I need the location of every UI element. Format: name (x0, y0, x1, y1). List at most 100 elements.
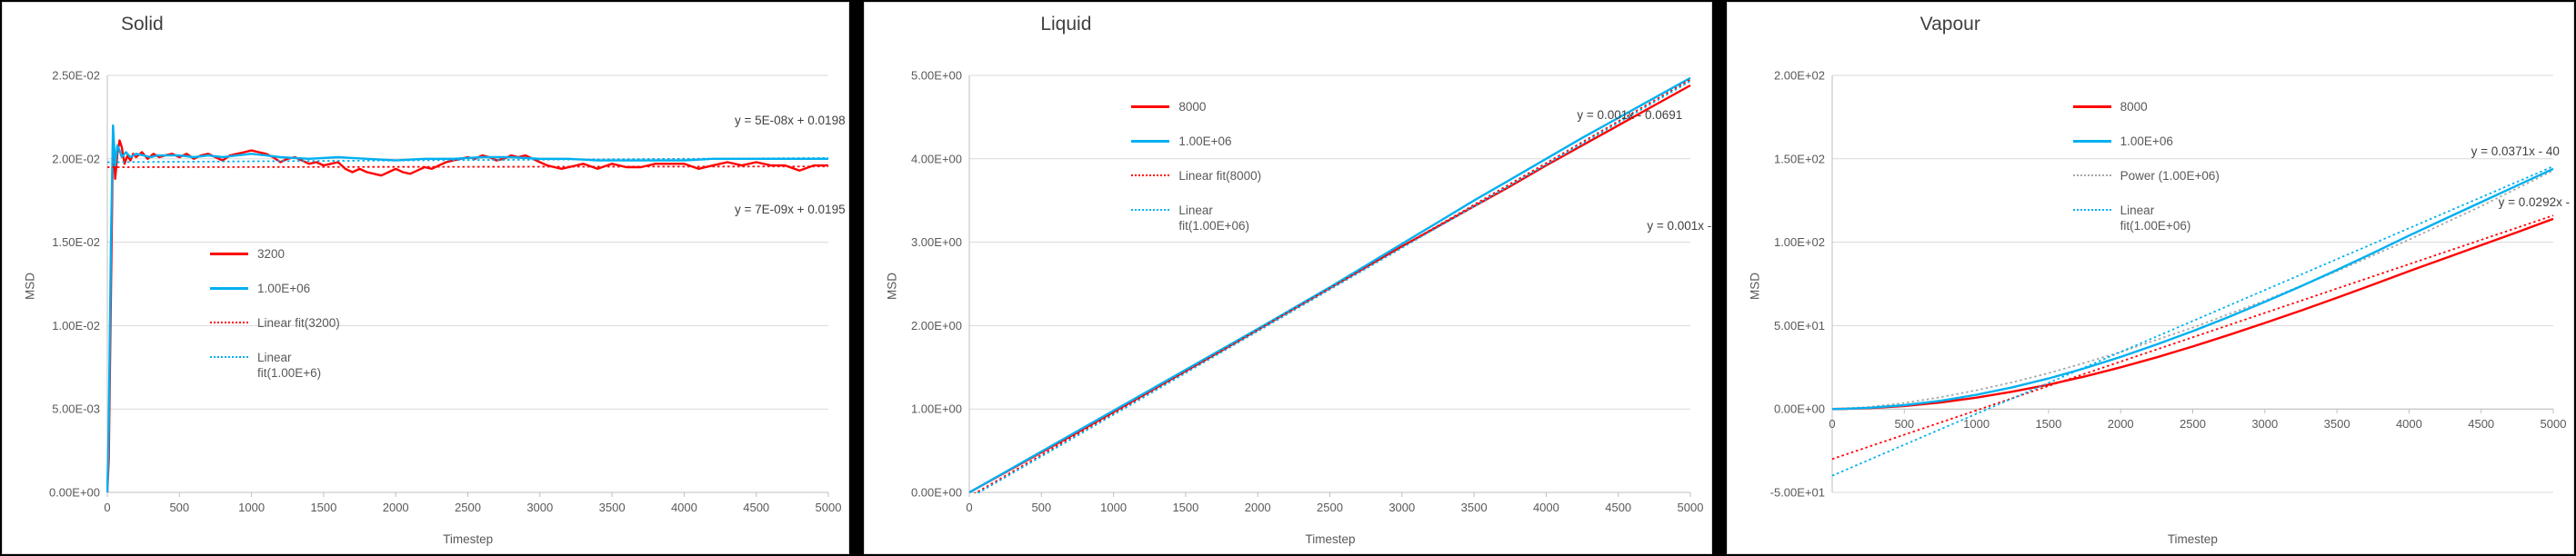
legend-line-sample (210, 287, 248, 290)
legend-item[interactable]: 1.00E+06 (1131, 134, 1261, 149)
y-tick-label: 2.00E+02 (1774, 69, 1825, 83)
legend-label: Linear fit(1.00E+06) (2120, 204, 2191, 233)
x-tick-label: 500 (169, 501, 189, 514)
series-linear-fit-8000-[interactable] (1831, 214, 2553, 461)
y-tick-label: 3.00E+00 (911, 235, 962, 249)
legend-item[interactable]: 1.00E+06 (2072, 134, 2220, 149)
x-tick-label: 4000 (1533, 501, 1559, 514)
x-tick-label: 0 (967, 501, 973, 514)
x-tick-label: 3000 (1389, 501, 1416, 514)
trendline-equation[interactable]: y = 0.0371x - 40 (2471, 144, 2560, 158)
chart-title-vapour: Vapour (1919, 14, 1980, 35)
series-1-00e-06[interactable] (1831, 167, 2554, 411)
x-tick-label: 2000 (1245, 501, 1271, 514)
chart-canvas-solid: 0.00E+00 5.00E-03 1.00E-02 1.50E-02 2.00E-02… (49, 69, 841, 515)
y-tick-label: 1.50E-02 (52, 235, 100, 249)
trendline-equation[interactable]: y = 7E-09x + 0.0195 (735, 203, 846, 216)
series-linear-fit-1-00e-6-[interactable] (106, 157, 829, 164)
x-tick-label: 2500 (1317, 501, 1343, 514)
chart-canvas-vapour: -5.00E+01 0.00E+00 5.00E+01 1.00E+02 1.50E+0… (1769, 69, 2566, 500)
trendline-equation[interactable]: y = 0.001x - 0.0691 (1577, 108, 1683, 122)
x-tick-label: 1000 (1100, 501, 1127, 514)
legend: 8000 1.00E+06 Linear fit(8000) Linear fit(1.… (1131, 99, 1261, 253)
series-power-1-00e-06-[interactable] (1831, 169, 2554, 411)
legend-dotted-line-sample (1131, 209, 1170, 211)
y-tick-label: 0.00E+00 (911, 486, 962, 500)
x-tick-label: 2000 (2107, 417, 2133, 431)
y-tick-label: 0.00E+00 (49, 486, 100, 500)
x-tick-label: 0 (104, 501, 110, 514)
legend-item[interactable]: Linear fit(1.00E+06) (1131, 203, 1261, 233)
x-tick-label: 4500 (743, 501, 769, 514)
x-tick-label: 500 (1894, 417, 1914, 431)
x-tick-label: 0 (1829, 417, 1835, 431)
chart-canvas-liquid: 0.00E+00 1.00E+00 2.00E+00 3.00E+00 4.00E+00… (911, 69, 1704, 515)
legend-dotted-line-sample (2072, 174, 2111, 176)
chart-title-solid: Solid (121, 14, 164, 35)
legend-label: Power (1.00E+06) (2120, 169, 2220, 183)
legend-item[interactable]: Linear fit(1.00E+06) (2072, 203, 2220, 233)
trendline-equation[interactable]: y = 0.0292x - 30 (2498, 195, 2573, 209)
x-tick-label: 500 (1032, 501, 1052, 514)
trendline-equation[interactable]: y = 0.001x - 0.0507 (1647, 219, 1712, 233)
x-tick-label: 3500 (1461, 501, 1488, 514)
legend-label: 8000 (1178, 100, 1207, 114)
legend-item[interactable]: 8000 (2072, 99, 2220, 114)
legend-label: 1.00E+06 (2120, 134, 2173, 148)
y-tick-label: 0.00E+00 (1774, 402, 1825, 416)
legend-label: Linear fit(3200) (257, 316, 340, 330)
y-tick-label: 2.00E+00 (911, 319, 962, 333)
series-1-00e-06[interactable] (106, 124, 828, 493)
x-tick-label: 3000 (526, 501, 553, 514)
x-tick-label: 1500 (1173, 501, 1199, 514)
legend-item[interactable]: Linear fit(8000) (1131, 168, 1261, 184)
x-tick-label: 4500 (1606, 501, 1632, 514)
legend-line-sample (1131, 140, 1170, 143)
legend: 8000 1.00E+06 Power (1.00E+06) Linear fit(1.… (2072, 99, 2220, 253)
legend-label: 1.00E+06 (1178, 134, 1232, 148)
legend-label: Linear fit(8000) (1178, 169, 1262, 183)
x-tick-label: 3500 (2323, 417, 2350, 431)
x-tick-label: 5000 (1678, 501, 1704, 514)
y-tick-label: 1.50E+02 (1774, 152, 1825, 165)
y-tick-label: 2.50E-02 (52, 69, 100, 83)
legend-item[interactable]: Linear fit(3200) (210, 315, 340, 331)
x-tick-label: 3000 (2251, 417, 2278, 431)
legend-item[interactable]: 3200 (210, 246, 340, 262)
legend-dotted-line-sample (210, 322, 248, 323)
x-tick-label: 2000 (383, 501, 409, 514)
legend-label: Linear fit(1.00E+06) (1178, 204, 1249, 233)
series-3200[interactable] (106, 133, 828, 493)
series-1-00e-06[interactable] (968, 76, 1691, 493)
legend-item[interactable]: Power (1.00E+06) (2072, 168, 2220, 184)
x-axis-title: Timestep (2167, 532, 2218, 546)
legend-item[interactable]: Linear fit(1.00E+6) (210, 350, 340, 381)
y-tick-label: -5.00E+01 (1769, 486, 1824, 500)
legend-dotted-line-sample (2072, 209, 2111, 211)
x-axis-title: Timestep (443, 532, 494, 546)
series-linear-fit-8000-[interactable] (969, 78, 1691, 497)
trendline-equation[interactable]: y = 5E-08x + 0.0198 (735, 114, 846, 127)
y-tick-label: 1.00E+02 (1774, 235, 1825, 249)
y-tick-label: 2.00E-02 (52, 152, 100, 165)
series-linear-fit-1-00e-06-[interactable] (1831, 165, 2554, 477)
legend-label: 3200 (257, 247, 286, 261)
legend-line-sample (2072, 140, 2111, 143)
legend-item[interactable]: 8000 (1131, 99, 1261, 114)
legend-dotted-line-sample (1131, 174, 1170, 176)
legend-line-sample (2072, 105, 2111, 108)
legend-label: 8000 (2120, 100, 2148, 114)
legend-item[interactable]: 1.00E+06 (210, 281, 340, 296)
chart-title-liquid: Liquid (1040, 14, 1092, 35)
series-linear-fit-1-00e-06-[interactable] (969, 80, 1691, 498)
x-tick-label: 3500 (599, 501, 626, 514)
chart-panel-solid: Solid MSD Timestep 0.00E+00 5.00E-03 1.00E… (2, 2, 850, 554)
series-linear-fit-3200-[interactable] (106, 165, 829, 168)
x-tick-label: 4000 (2396, 417, 2422, 431)
x-axis-title: Timestep (1305, 532, 1356, 546)
legend-line-sample (1131, 105, 1170, 108)
chart-panel-vapour: Vapour MSD Timestep -5.00E+01 0.00E+00 5.0… (1726, 2, 2574, 554)
series-8000[interactable] (1831, 217, 2554, 411)
legend-dotted-line-sample (210, 356, 248, 358)
y-tick-label: 4.00E+00 (911, 152, 962, 165)
